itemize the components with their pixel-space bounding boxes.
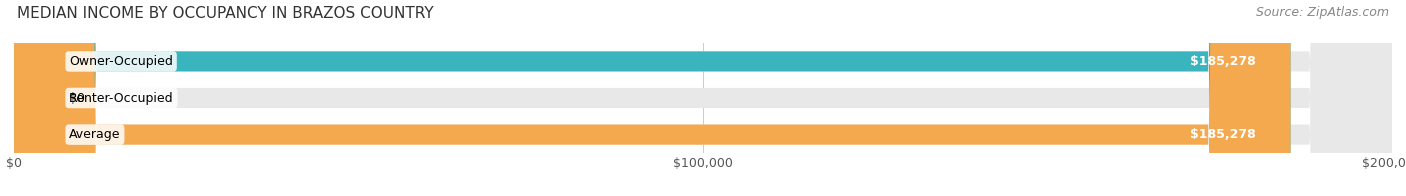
Text: $0: $0: [69, 92, 86, 104]
Text: $185,278: $185,278: [1191, 55, 1256, 68]
FancyBboxPatch shape: [14, 0, 1392, 196]
Text: $185,278: $185,278: [1191, 128, 1256, 141]
Text: MEDIAN INCOME BY OCCUPANCY IN BRAZOS COUNTRY: MEDIAN INCOME BY OCCUPANCY IN BRAZOS COU…: [17, 6, 433, 21]
FancyBboxPatch shape: [14, 0, 1392, 196]
Text: Owner-Occupied: Owner-Occupied: [69, 55, 173, 68]
FancyBboxPatch shape: [14, 0, 1392, 196]
Text: Renter-Occupied: Renter-Occupied: [69, 92, 174, 104]
Text: Source: ZipAtlas.com: Source: ZipAtlas.com: [1256, 6, 1389, 19]
Text: Average: Average: [69, 128, 121, 141]
FancyBboxPatch shape: [14, 0, 1291, 196]
FancyBboxPatch shape: [14, 0, 1291, 196]
